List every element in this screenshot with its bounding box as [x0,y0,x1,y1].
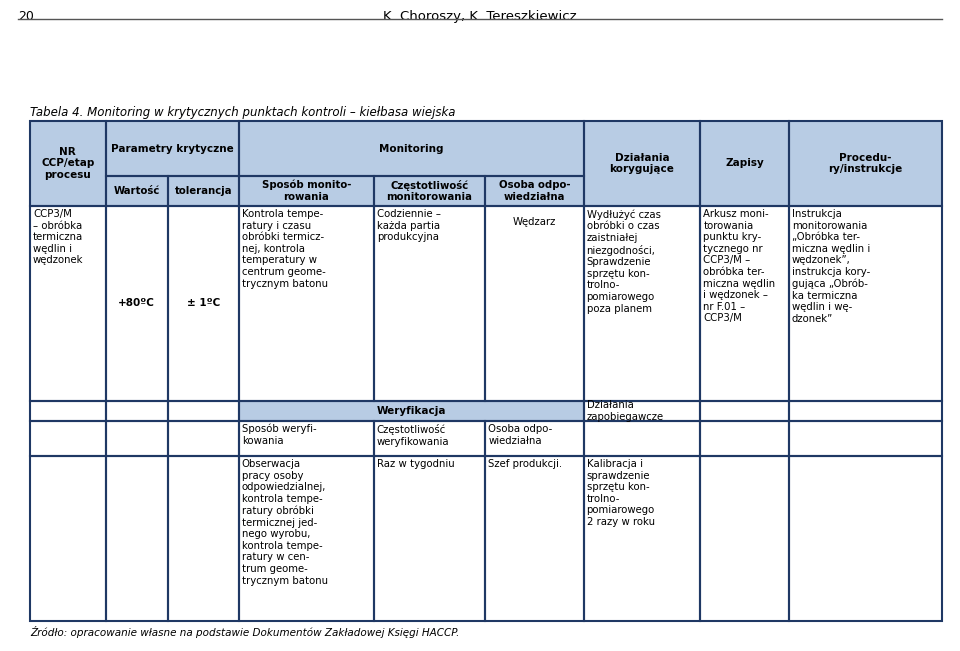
Text: Raz w tygodniu: Raz w tygodniu [377,459,454,469]
Text: Weryfikacja: Weryfikacja [376,406,446,416]
Text: Sposób monito-
rowania: Sposób monito- rowania [262,180,351,202]
Bar [485,176,584,206]
Bar [168,421,239,456]
Bar [168,176,239,206]
Bar [239,176,373,206]
Bar [700,121,789,206]
Bar [106,206,168,401]
Bar [789,121,942,206]
Bar [485,206,584,401]
Bar [106,176,168,206]
Bar [168,176,239,206]
Text: Tabela 4. Monitoring w krytycznych punktach kontroli – kiełbasa wiejska: Tabela 4. Monitoring w krytycznych punkt… [30,106,455,119]
Bar [106,121,239,176]
Bar [789,206,942,401]
Bar [30,401,106,421]
Bar [373,176,485,206]
Bar [700,206,789,401]
Text: Źródło: opracowanie własne na podstawie Dokumentów Zakładowej Księgi HACCP.: Źródło: opracowanie własne na podstawie … [30,626,460,638]
Text: Osoba odpo-
wiedziałna: Osoba odpo- wiedziałna [498,180,570,202]
Text: Wędzarz: Wędzarz [513,217,556,227]
Bar [700,401,789,421]
Bar [239,206,373,401]
Bar [584,206,700,401]
Bar [106,456,168,621]
Bar [106,421,168,456]
Text: CCP3/M
– obróbka
termiczna
wędlin i
wędzonek: CCP3/M – obróbka termiczna wędlin i wędz… [33,209,84,266]
Bar [485,421,584,456]
Text: Osoba odpo-
wiedziałna: Osoba odpo- wiedziałna [488,424,552,445]
Bar [239,401,584,421]
Text: 20: 20 [18,10,34,23]
Bar [789,421,942,456]
Bar [789,401,942,421]
Text: Kontrola tempe-
ratury i czasu
obróbki termicz-
nej, kontrola
temperatury w
cent: Kontrola tempe- ratury i czasu obróbki t… [242,209,328,288]
Bar [239,176,373,206]
Text: Procedu-
ry/instrukcje: Procedu- ry/instrukcje [828,153,902,174]
Text: +80ºC: +80ºC [118,299,156,309]
Text: Zapisy: Zapisy [725,158,764,169]
Bar [373,456,485,621]
Bar [239,401,584,421]
Text: Działania
korygujące: Działania korygujące [610,153,674,174]
Text: Wartość: Wartość [113,186,159,196]
Bar [700,421,789,456]
Bar [373,421,485,456]
Bar [106,176,168,206]
Bar [30,421,106,456]
Bar [485,176,584,206]
Text: Szef produkcji.: Szef produkcji. [488,459,563,469]
Text: Arkusz moni-
torowania
punktu kry-
tycznego nr
CCP3/M –
obróbka ter-
miczna wędl: Arkusz moni- torowania punktu kry- tyczn… [704,209,776,324]
Bar [239,421,373,456]
Bar [239,456,373,621]
Bar [30,206,106,401]
Bar [584,421,700,456]
Bar [584,456,700,621]
Text: K. Choroszy, K. Tereszkiewicz: K. Choroszy, K. Tereszkiewicz [383,10,577,23]
Bar [30,121,106,206]
Text: Sposób weryfi-
kowania: Sposób weryfi- kowania [242,424,317,446]
Bar [30,121,106,206]
Bar [789,456,942,621]
Bar [168,456,239,621]
Bar [485,456,584,621]
Text: NR
CCP/etap
procesu: NR CCP/etap procesu [41,147,94,180]
Text: tolerancja: tolerancja [175,186,232,196]
Text: Obserwacja
pracy osoby
odpowiedzialnej,
kontrola tempe-
ratury obróbki
termiczne: Obserwacja pracy osoby odpowiedzialnej, … [242,459,328,586]
Bar [168,401,239,421]
Text: Działania
zapobiegawcze: Działania zapobiegawcze [587,400,663,422]
Text: Instrukcja
monitorowania
„Obróbka ter-
miczna wędlin i
wędzonek”,
instrukcja kor: Instrukcja monitorowania „Obróbka ter- m… [792,209,870,324]
Bar [789,121,942,206]
Text: Parametry krytyczne: Parametry krytyczne [111,143,233,154]
Text: Monitoring: Monitoring [379,143,444,154]
Bar [30,456,106,621]
Text: ± 1ºC: ± 1ºC [186,299,220,309]
Bar [239,121,584,176]
Text: Częstotliwość
monitorowania: Częstotliwość monitorowania [387,180,472,202]
Bar [106,401,168,421]
Text: Wydłużyć czas
obróbki o czas
zaistniałej
niezgodności,
Sprawdzenie
sprzętu kon-
: Wydłużyć czas obróbki o czas zaistniałej… [587,209,660,314]
Text: Kalibracja i
sprawdzenie
sprzętu kon-
trolno-
pomiarowego
2 razy w roku: Kalibracja i sprawdzenie sprzętu kon- tr… [587,459,655,527]
Bar [584,121,700,206]
Bar [584,401,700,421]
Text: Codziennie –
każda partia
produkcyjna: Codziennie – każda partia produkcyjna [377,209,441,242]
Text: Częstotliwość
weryfikowania: Częstotliwość weryfikowania [377,424,449,447]
Bar [700,121,789,206]
Bar [700,456,789,621]
Bar [168,206,239,401]
Bar [373,176,485,206]
Bar [584,121,700,206]
Bar [373,206,485,401]
Bar [106,121,239,176]
Bar [239,121,584,176]
